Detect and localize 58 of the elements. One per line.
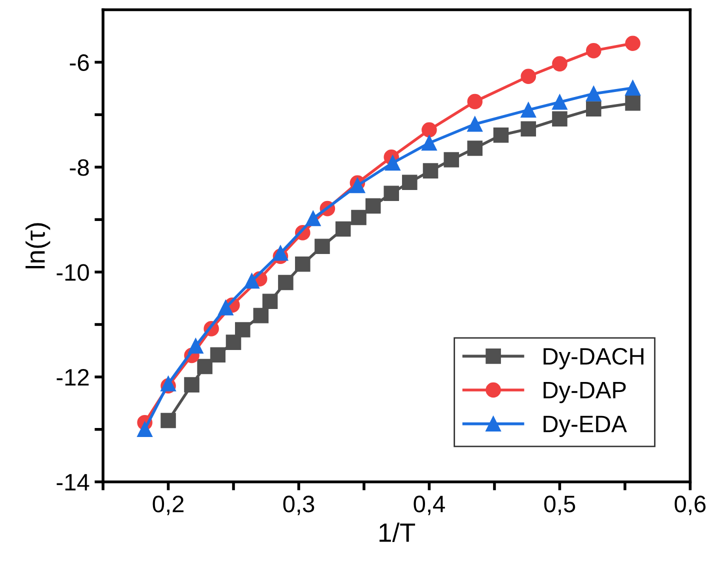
point [210,347,226,363]
point [552,94,568,110]
point [586,101,602,117]
point [262,294,278,310]
point [625,96,640,111]
point [586,43,602,58]
y-axis-title: ln(τ) [26,223,50,268]
point [402,174,418,190]
point [295,256,310,272]
point [197,358,212,374]
point [305,210,321,226]
point [520,102,536,118]
point [467,116,483,132]
point [625,36,640,51]
point [625,80,640,96]
point [586,86,602,102]
point [160,412,176,428]
point [351,210,366,226]
point [365,198,381,214]
point [137,422,152,438]
x-tick-label: 0,4 [414,496,445,516]
point [226,334,242,350]
y-tick-label: -10 [56,264,89,281]
point [272,246,288,261]
point [467,140,483,156]
legend-label: Dy-DAP [544,382,626,404]
x-tick-label: 0,3 [283,496,314,516]
point [444,152,460,168]
point [184,377,200,392]
point [552,56,568,72]
point [278,274,294,290]
y-tick-label: -8 [70,159,89,176]
x-tick-label: 0,2 [152,496,184,516]
point [253,308,269,324]
x-tick-label: 0,6 [674,496,706,516]
point [422,135,437,151]
point [422,122,437,138]
point [335,221,351,237]
point [244,273,260,289]
point [520,121,536,136]
point [188,338,204,354]
y-tick-label: -12 [56,369,89,386]
point [520,68,536,84]
point [552,111,568,127]
legend-label: Dy-EDA [544,416,627,437]
point [235,322,250,338]
point [493,128,509,143]
point [314,238,330,254]
point [467,94,483,110]
x-tick-label: 0,5 [544,496,576,516]
point [385,155,400,171]
legend-label: Dy-DACH [544,348,644,370]
y-tick-label: -6 [70,54,89,72]
point [218,300,234,316]
y-tick-label: -14 [56,474,90,490]
x-axis-title: 1/T [380,522,416,542]
point [422,163,438,178]
point [384,186,400,201]
